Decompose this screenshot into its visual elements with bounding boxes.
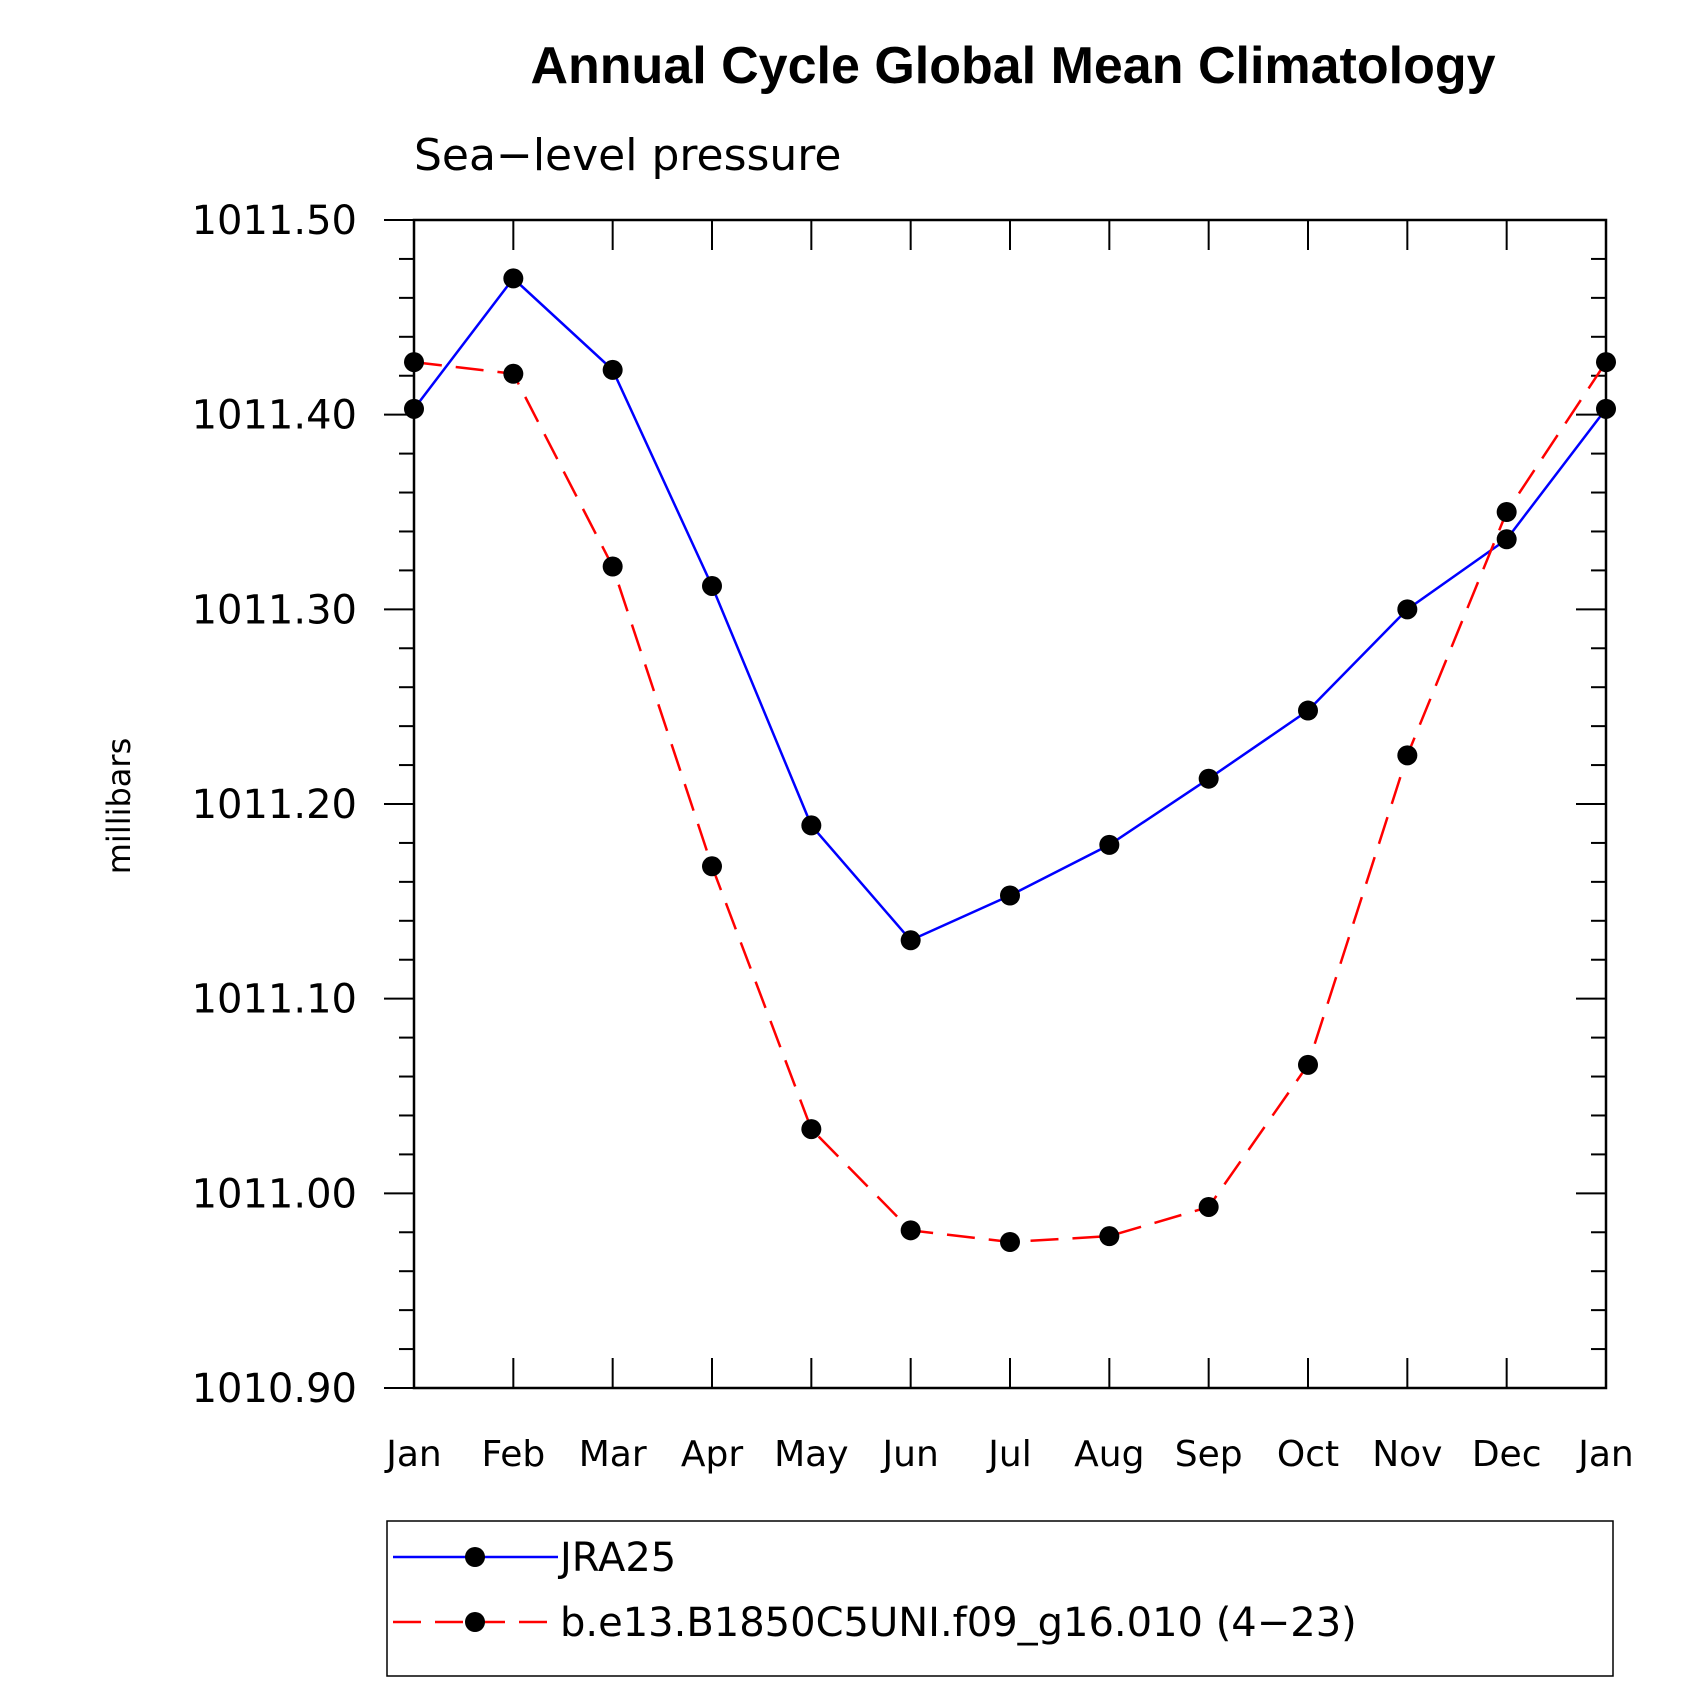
legend-marker bbox=[465, 1612, 485, 1632]
y-axis-ticks: 1011.50 1011.40 1011.30 1011.20 1011.10 1011.… bbox=[192, 198, 1606, 1412]
data-point bbox=[1000, 1232, 1020, 1252]
x-tick-label: Nov bbox=[1372, 1434, 1442, 1475]
legend-label: JRA25 bbox=[557, 1535, 676, 1581]
data-point bbox=[1596, 398, 1616, 419]
series-1 bbox=[404, 268, 1616, 951]
chart-subtitle: Sea−level pressure bbox=[414, 130, 842, 181]
data-point bbox=[1496, 529, 1517, 550]
x-axis-ticks: Jan Feb Mar Apr May Jun Jul Aug Sep Oct Nov Dec Jan bbox=[384, 220, 1634, 1475]
data-point bbox=[900, 930, 921, 951]
x-tick-label: Aug bbox=[1074, 1434, 1144, 1475]
series-line bbox=[413, 360, 1608, 1244]
data-point bbox=[404, 352, 424, 373]
x-tick-label: Apr bbox=[681, 1434, 743, 1475]
x-tick-label: Dec bbox=[1472, 1434, 1542, 1475]
data-point bbox=[404, 398, 424, 419]
data-point bbox=[702, 575, 722, 596]
data-point bbox=[1099, 834, 1120, 855]
series-line bbox=[413, 276, 1607, 942]
plot-frame bbox=[412, 218, 1608, 1390]
data-point bbox=[1198, 1196, 1219, 1217]
y-tick-label: 1010.90 bbox=[192, 1366, 357, 1412]
x-tick-label: Jan bbox=[384, 1434, 442, 1475]
y-tick-label: 1011.00 bbox=[192, 1171, 357, 1217]
chart-title: Annual Cycle Global Mean Climatology bbox=[530, 37, 1495, 95]
x-tick-label: Mar bbox=[579, 1434, 647, 1475]
x-tick-label: Jul bbox=[986, 1434, 1031, 1475]
series-2 bbox=[404, 352, 1616, 1252]
data-point bbox=[503, 363, 524, 384]
y-tick-label: 1011.50 bbox=[192, 198, 357, 244]
y-tick-label: 1011.30 bbox=[192, 587, 357, 633]
data-point bbox=[801, 1119, 822, 1140]
x-tick-label: May bbox=[774, 1434, 848, 1475]
y-axis-label: millibars bbox=[100, 738, 138, 874]
data-point bbox=[602, 556, 623, 577]
data-point bbox=[1397, 745, 1418, 766]
legend: JRA25 b.e13.B1850C5UNI.f09_g16.010 (4−23) bbox=[386, 1520, 1614, 1677]
data-point bbox=[1000, 885, 1020, 906]
data-point bbox=[801, 815, 822, 836]
legend-label: b.e13.B1850C5UNI.f09_g16.010 (4−23) bbox=[560, 1600, 1357, 1646]
x-tick-label: Feb bbox=[481, 1434, 545, 1475]
data-point bbox=[1099, 1226, 1120, 1247]
data-point bbox=[1496, 502, 1517, 522]
data-point bbox=[702, 856, 722, 877]
data-point bbox=[1298, 700, 1318, 721]
legend-box bbox=[386, 1520, 1614, 1677]
x-tick-label: Jan bbox=[1576, 1434, 1634, 1475]
data-point bbox=[900, 1220, 921, 1241]
data-point bbox=[1198, 768, 1219, 789]
data-point bbox=[602, 359, 623, 380]
x-tick-label: Jun bbox=[881, 1434, 939, 1475]
x-tick-label: Oct bbox=[1277, 1434, 1339, 1475]
y-tick-label: 1011.40 bbox=[192, 393, 357, 439]
data-point bbox=[503, 268, 524, 289]
y-tick-label: 1011.20 bbox=[192, 782, 357, 828]
data-point bbox=[1397, 599, 1418, 620]
legend-marker bbox=[465, 1547, 485, 1567]
data-point bbox=[1298, 1054, 1318, 1075]
x-tick-label: Sep bbox=[1175, 1434, 1243, 1475]
series-layer bbox=[404, 268, 1616, 1252]
y-tick-label: 1011.10 bbox=[192, 977, 357, 1023]
data-point bbox=[1596, 352, 1616, 373]
